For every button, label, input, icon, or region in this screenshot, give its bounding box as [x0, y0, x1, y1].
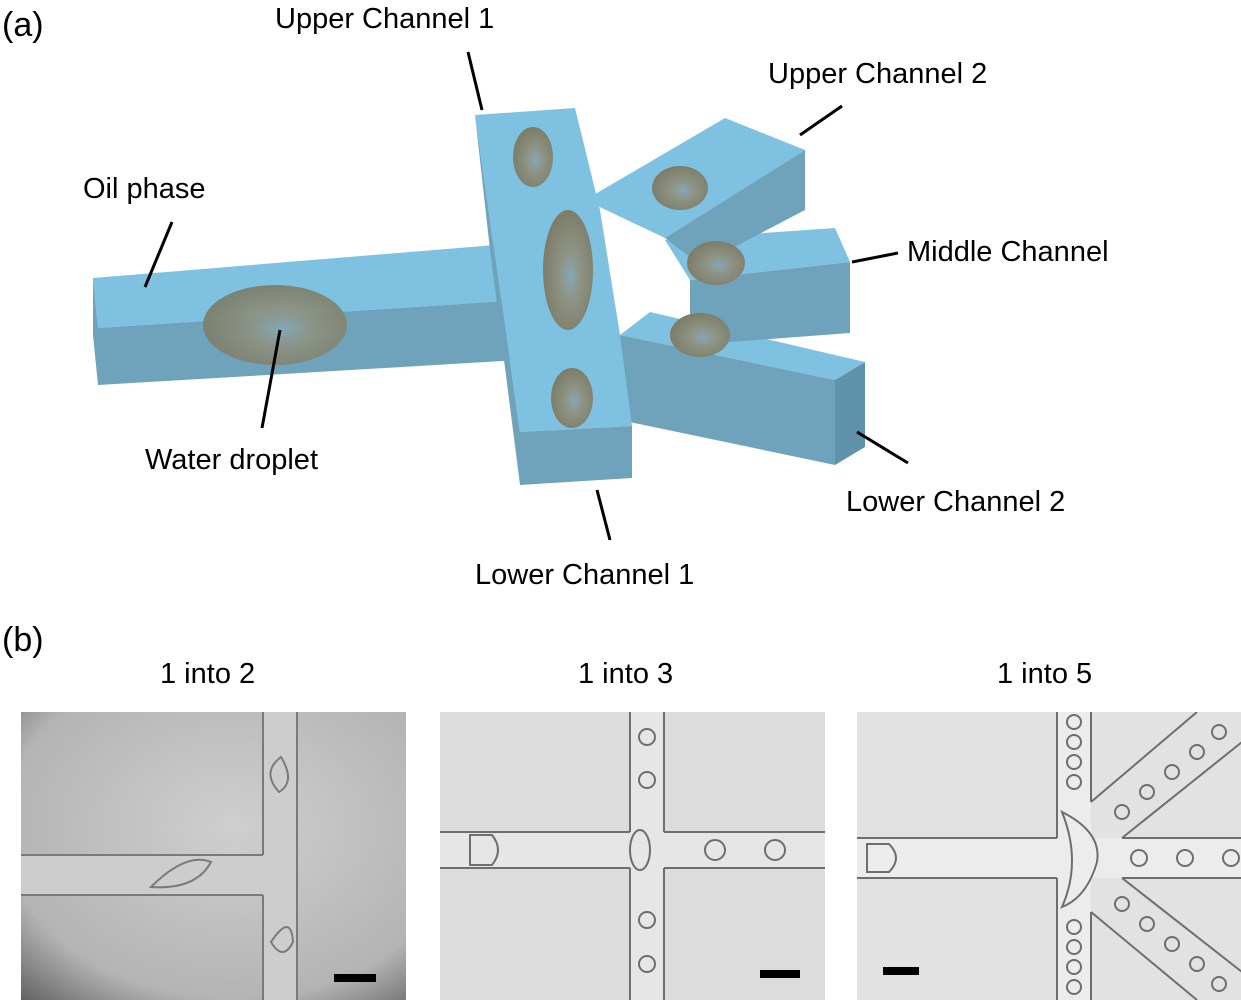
annotation-middle-channel: Middle Channel [907, 236, 1109, 268]
leader-lines [143, 51, 909, 541]
image-title-1-into-5: 1 into 5 [997, 658, 1093, 690]
annotation-oil-phase: Oil phase [83, 173, 206, 205]
droplet-upper-1 [513, 127, 553, 187]
droplet-middle [687, 241, 745, 285]
annotation-upper-channel-1: Upper Channel 1 [275, 3, 495, 35]
droplet-lower-1 [551, 368, 593, 428]
micrograph-1-into-5-icon [857, 712, 1241, 1000]
droplet-center-elongated [543, 210, 593, 330]
micrograph-1-into-3-icon [440, 712, 825, 1000]
droplet-lower-2 [670, 313, 730, 357]
annotation-lower-channel-2: Lower Channel 2 [846, 486, 1066, 518]
water-droplet-main [203, 285, 347, 365]
panel-a-label: (a) [2, 6, 44, 44]
image-title-1-into-3: 1 into 3 [578, 658, 674, 690]
annotation-water-droplet: Water droplet [145, 444, 318, 476]
droplet-upper-2 [652, 166, 708, 210]
annotation-lower-channel-1: Lower Channel 1 [475, 559, 695, 591]
microfluidic-schematic [93, 51, 909, 541]
annotation-upper-channel-2: Upper Channel 2 [768, 58, 988, 90]
image-title-1-into-2: 1 into 2 [160, 658, 256, 690]
panel-b-label: (b) [2, 621, 44, 659]
micrograph-1-into-2-icon [21, 712, 406, 1000]
